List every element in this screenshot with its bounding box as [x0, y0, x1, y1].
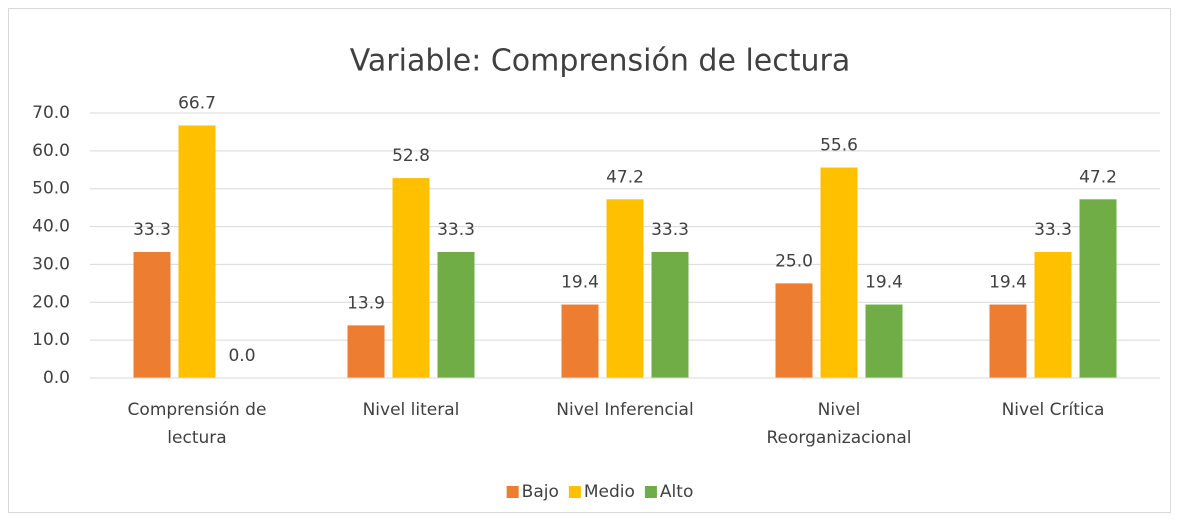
bar [561, 304, 599, 378]
data-label: 33.3 [133, 220, 171, 240]
y-tick-label: 70.0 [32, 103, 70, 123]
data-label: 33.3 [437, 220, 475, 240]
data-label: 33.3 [651, 220, 689, 240]
y-tick-label: 30.0 [32, 254, 70, 274]
y-tick-label: 60.0 [32, 141, 70, 161]
data-label: 47.2 [606, 167, 644, 187]
data-label: 52.8 [392, 146, 430, 166]
bar [775, 283, 813, 378]
bar [133, 251, 171, 378]
data-label: 25.0 [775, 251, 813, 271]
data-label: 19.4 [989, 273, 1027, 293]
x-tick-label: Nivel Inferencial [556, 400, 693, 420]
y-tick-label: 10.0 [32, 330, 70, 350]
x-tick-label: Nivel Crítica [1002, 400, 1105, 420]
x-tick-label: Nivel Reorganizacional [766, 400, 911, 448]
legend-label: Medio [584, 482, 635, 502]
bar [392, 178, 430, 378]
data-label: 47.2 [1079, 167, 1117, 187]
x-tick-label: Comprensión de lectura [128, 400, 267, 448]
legend-label: Bajo [522, 482, 559, 502]
legend-swatch [568, 486, 581, 498]
data-label: 13.9 [347, 293, 385, 313]
x-tick-label: Nivel literal [363, 400, 460, 420]
data-label: 19.4 [561, 273, 599, 293]
chart-title: Variable: Comprensión de lectura [350, 44, 851, 79]
bar [1079, 199, 1117, 378]
legend-swatch [506, 486, 519, 498]
data-label: 0.0 [228, 346, 255, 366]
bar [347, 325, 385, 378]
legend: Bajo Medio Alto [506, 482, 693, 502]
y-tick-label: 20.0 [32, 292, 70, 312]
data-label: 66.7 [178, 93, 216, 113]
data-label: 55.6 [820, 136, 858, 156]
data-label: 33.3 [1034, 220, 1072, 240]
y-tick-label: 0.0 [43, 368, 70, 388]
bar [606, 199, 644, 378]
bar [989, 304, 1027, 378]
bar [820, 167, 858, 378]
legend-label: Alto [660, 482, 693, 502]
y-tick-label: 50.0 [32, 179, 70, 199]
bar [1034, 251, 1072, 378]
bar [865, 304, 903, 378]
y-tick-label: 40.0 [32, 217, 70, 237]
data-label: 19.4 [865, 273, 903, 293]
legend-swatch [644, 486, 657, 498]
bar [178, 125, 216, 378]
bar [651, 251, 689, 378]
bar [437, 251, 475, 378]
